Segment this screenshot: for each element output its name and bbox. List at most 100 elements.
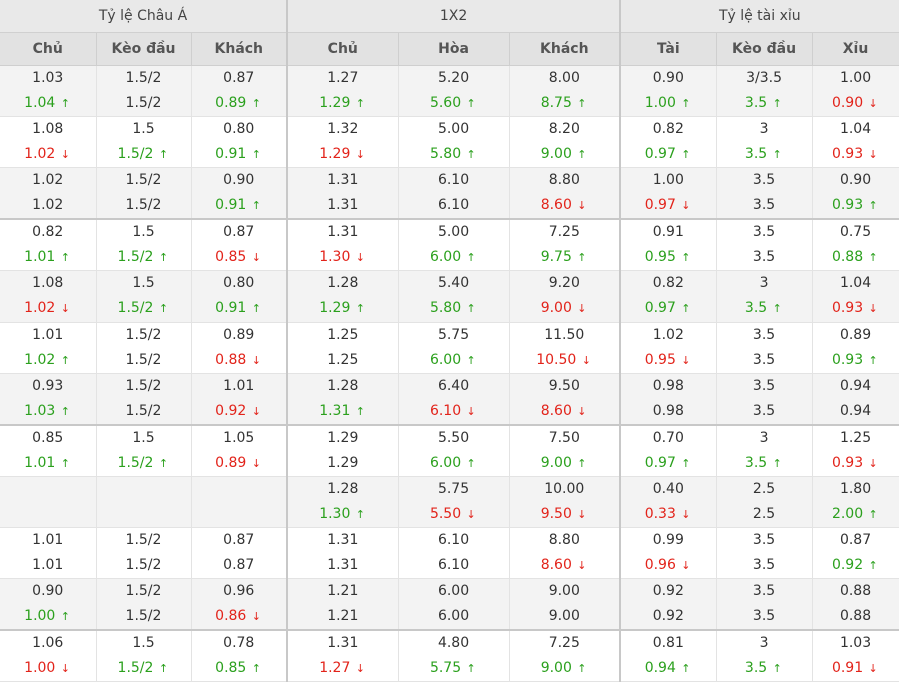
odds-cell: 0.87 0.87 — [191, 527, 289, 580]
current-odds: 5.50 — [429, 505, 462, 522]
odds-cell: 1.25 0.93 ↓ — [812, 423, 899, 477]
odds-cell: 1.00 0.97 ↓ — [620, 167, 717, 220]
odds-cell: 0.91 0.95 ↑ — [620, 218, 717, 272]
current-odds: 9.00 — [540, 300, 572, 317]
current-odds: 6.10 — [429, 402, 462, 419]
arrow-up-icon: ↑ — [466, 456, 476, 470]
current-odds: 3.5 — [744, 454, 768, 471]
current-odds: 2.00 — [831, 505, 864, 522]
current-odds-line: 0.91 ↑ — [192, 193, 287, 218]
current-odds: 0.95 — [644, 351, 676, 368]
opening-odds: 1.04 — [839, 121, 872, 138]
current-odds-line: 8.60 ↓ — [510, 193, 620, 218]
current-odds-line: 0.88 — [813, 604, 899, 629]
arrow-down-icon: ↓ — [577, 199, 587, 213]
current-odds-line: 0.96 ↓ — [621, 553, 716, 578]
current-odds: 0.97 — [644, 197, 676, 214]
opening-odds: 0.82 — [32, 224, 64, 241]
arrow-up-icon: ↑ — [158, 148, 169, 162]
opening-odds: 7.25 — [548, 224, 580, 241]
odds-cell — [191, 476, 289, 528]
odds-cell: 0.88 0.88 — [812, 578, 899, 631]
odds-cell: 8.00 8.75 ↑ — [509, 65, 622, 118]
odds-cell: 3.5 3.5 — [716, 218, 813, 272]
arrow-up-icon: ↑ — [772, 456, 782, 470]
current-odds-line: 5.75 ↑ — [399, 656, 509, 681]
opening-odds: 0.80 — [223, 121, 255, 138]
arrow-up-icon: ↑ — [577, 148, 587, 162]
odds-cell: 1.31 1.31 — [287, 527, 399, 580]
current-odds-line: 1.00 ↑ — [0, 604, 96, 629]
odds-cell: 1.03 0.91 ↓ — [812, 629, 899, 682]
opening-odds: 0.78 — [223, 635, 255, 652]
current-odds-line: 1.01 ↑ — [0, 245, 96, 270]
opening-odds: 3/3.5 — [746, 70, 782, 87]
odds-cell: 0.90 1.00 ↑ — [620, 65, 717, 118]
current-odds-line: 0.91 ↑ — [192, 142, 287, 167]
odds-cell: 3.5 3.5 — [716, 322, 813, 374]
current-odds-line: 0.85 ↓ — [192, 245, 287, 270]
table-row: 0.82 1.01 ↑ 1.5 1.5/2 ↑ 0.87 0.85 ↓ 1.31 1.30 ↓ 5.00… — [0, 218, 899, 272]
current-odds: 1.04 — [24, 95, 56, 112]
odds-cell: 9.20 9.00 ↓ — [509, 270, 622, 323]
arrow-up-icon: ↑ — [868, 559, 878, 573]
current-odds-line: 6.10 — [399, 193, 509, 218]
current-odds-line — [97, 502, 191, 527]
odds-cell: 0.99 0.96 ↓ — [620, 527, 717, 580]
current-odds-line: 0.94 — [813, 399, 899, 424]
current-odds-line: 0.97 ↑ — [621, 451, 716, 476]
opening-odds: 9.20 — [548, 275, 580, 292]
arrow-down-icon: ↓ — [251, 404, 261, 418]
col-header-handicap: Kèo đầu — [96, 32, 192, 66]
current-odds: 1.5/2 — [117, 660, 154, 677]
arrow-up-icon: ↑ — [681, 456, 691, 470]
odds-cell: 3 3.5 ↑ — [716, 270, 813, 323]
odds-cell: 1.5/2 1.5/2 — [96, 322, 192, 374]
current-odds-line — [0, 502, 96, 527]
odds-cell: 1.5 1.5/2 ↑ — [96, 423, 192, 477]
odds-cell: 0.87 0.92 ↑ — [812, 527, 899, 580]
opening-odds: 1.25 — [839, 429, 872, 446]
odds-cell: 0.90 0.93 ↑ — [812, 167, 899, 220]
current-odds-line: 0.89 ↑ — [192, 91, 287, 116]
current-odds: 8.75 — [540, 95, 572, 112]
current-odds: 1.5/2 — [125, 197, 162, 214]
odds-cell: 7.25 9.00 ↑ — [509, 629, 622, 682]
current-odds-line: 1.04 ↑ — [0, 91, 96, 116]
opening-odds: 0.87 — [223, 532, 255, 549]
current-odds: 3.5 — [744, 300, 768, 317]
opening-odds: 1.5 — [132, 121, 155, 138]
table-row: 1.01 1.01 1.5/2 1.5/2 0.87 0.87 1.31 1.31 6.10 6.… — [0, 527, 899, 580]
current-odds-line: 3.5 ↑ — [717, 451, 812, 476]
odds-cell: 0.85 1.01 ↑ — [0, 423, 97, 477]
arrow-down-icon: ↓ — [868, 662, 878, 676]
arrow-down-icon: ↓ — [577, 404, 587, 418]
arrow-down-icon: ↓ — [355, 148, 365, 162]
current-odds-line: 0.97 ↑ — [621, 142, 716, 167]
opening-odds: 1.31 — [327, 635, 359, 652]
arrow-down-icon: ↓ — [466, 404, 476, 418]
opening-odds: 0.92 — [652, 583, 684, 600]
opening-odds: 0.87 — [223, 224, 255, 241]
current-odds: 5.80 — [429, 300, 462, 317]
opening-odds: 1.5 — [132, 429, 155, 446]
current-odds-line: 1.29 — [288, 451, 398, 476]
group-header-asian-handicap: Tỷ lệ Châu Á — [0, 0, 289, 33]
current-odds-line: 1.31 — [288, 553, 398, 578]
odds-cell: 1.32 1.29 ↓ — [287, 116, 399, 169]
odds-cell: 0.87 0.85 ↓ — [191, 218, 289, 272]
opening-odds: 1.21 — [327, 583, 359, 600]
odds-cell: 7.25 9.75 ↑ — [509, 218, 622, 272]
opening-odds: 3 — [759, 429, 769, 446]
current-odds-line: 1.5/2 ↑ — [97, 296, 191, 321]
opening-odds: 0.88 — [839, 583, 872, 600]
current-odds: 0.88 — [831, 249, 864, 266]
current-odds-line: 8.60 ↓ — [510, 399, 620, 424]
current-odds: 6.00 — [429, 249, 462, 266]
odds-cell: 1.5 1.5/2 ↑ — [96, 116, 192, 169]
current-odds-line: 9.00 — [510, 604, 620, 629]
odds-cell: 10.00 9.50 ↓ — [509, 476, 622, 528]
current-odds: 0.89 — [215, 95, 247, 112]
current-odds: 8.60 — [540, 197, 572, 214]
odds-cell: 1.04 0.93 ↓ — [812, 116, 899, 169]
